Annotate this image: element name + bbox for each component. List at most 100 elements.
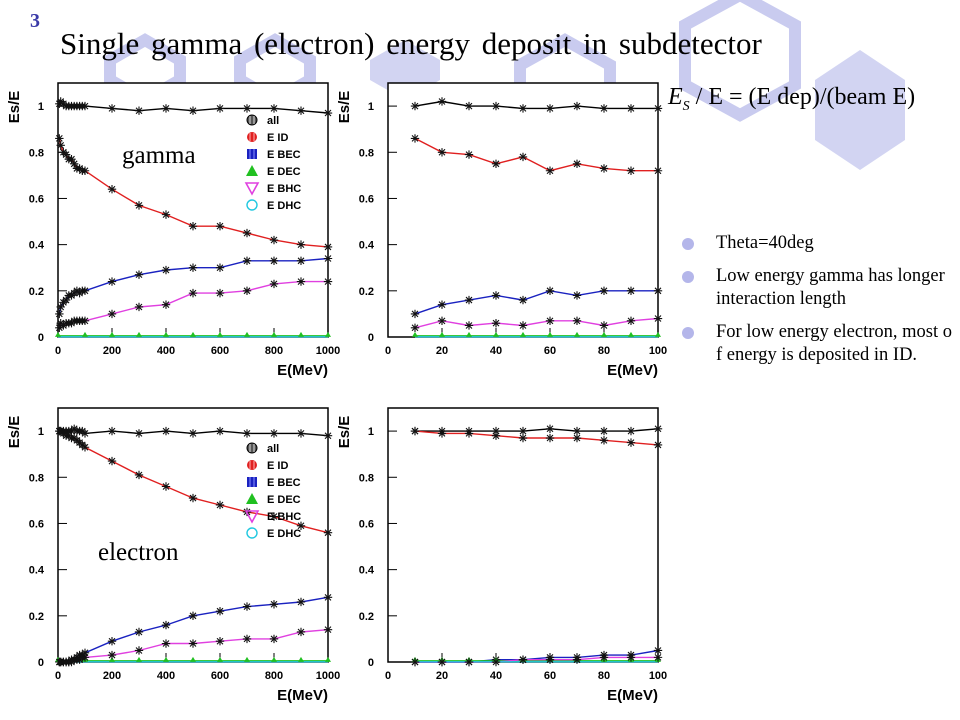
- data-point-e-id: [572, 159, 582, 169]
- x-axis-label: E(MeV): [607, 687, 658, 704]
- data-point-e-bec: [626, 286, 636, 296]
- data-point-e-id: [599, 164, 609, 173]
- y-tick-label: 1: [38, 426, 44, 438]
- data-point-all: [491, 101, 501, 111]
- data-point-e-bec: [107, 277, 117, 286]
- data-point-all: [242, 429, 252, 438]
- y-tick-label: 0.8: [29, 147, 44, 159]
- triangle-down-icon: [244, 182, 260, 196]
- x-tick-label: 0: [385, 345, 391, 357]
- data-point-e-bhc: [188, 288, 198, 298]
- x-tick-label: 40: [490, 670, 502, 682]
- data-point-e-dec: [574, 331, 580, 337]
- y-tick-label: 0.4: [29, 240, 45, 252]
- triangle-up-icon: [246, 493, 258, 504]
- data-point-all: [215, 104, 225, 113]
- data-point-e-bhc: [107, 650, 117, 660]
- formula-subscript: S: [682, 98, 690, 114]
- data-point-all: [323, 108, 333, 118]
- electron-wide-range-chart: 0 0.2 0.4 0.6 0.8 1 0 200 400 600 800 1000 E(MeV) Es/…: [6, 407, 340, 704]
- data-point-e-id: [215, 500, 225, 510]
- data-point-e-bhc: [242, 634, 252, 644]
- data-point-e-bhc: [464, 657, 474, 667]
- data-point-e-bec: [107, 637, 117, 646]
- bullet-item: Theta=40deg: [682, 232, 954, 255]
- data-point-e-bhc: [410, 323, 420, 332]
- data-point-e-dec: [190, 656, 196, 662]
- data-point-e-dec: [655, 331, 661, 337]
- data-point-e-dec: [244, 656, 250, 662]
- legend-item-e-bhc: E BHC: [244, 510, 301, 524]
- data-point-e-bec: [518, 295, 528, 305]
- x-tick-label: 20: [436, 345, 448, 357]
- y-tick-label: 0.2: [29, 286, 44, 298]
- data-point-e-id: [134, 201, 144, 210]
- x-tick-label: 100: [649, 345, 667, 357]
- data-point-e-dec: [520, 331, 526, 337]
- data-point-e-id: [107, 185, 117, 194]
- circle-hatched-icon: [246, 114, 258, 126]
- data-point-e-bec: [269, 600, 279, 609]
- data-point-e-id: [464, 429, 474, 438]
- data-point-e-bhc: [491, 318, 501, 328]
- bullet-item: For low energy electron, most of energy …: [682, 321, 954, 367]
- data-point-e-id: [67, 155, 76, 164]
- x-tick-label: 0: [385, 670, 391, 682]
- y-axis-label: Es/E: [336, 416, 353, 449]
- data-point-e-bec: [545, 286, 555, 296]
- series-line-e-bec: [414, 290, 658, 315]
- data-point-all: [80, 101, 90, 111]
- formula-symbol: E: [668, 84, 683, 110]
- data-point-e-bec: [269, 256, 279, 265]
- x-tick-label: 80: [598, 670, 610, 682]
- data-point-e-id: [545, 166, 555, 175]
- data-point-e-id: [188, 221, 198, 231]
- data-point-e-id: [491, 431, 501, 440]
- data-point-e-bhc: [269, 634, 279, 644]
- data-point-e-bec: [653, 286, 663, 296]
- y-tick-label: 0: [368, 657, 374, 669]
- data-point-e-bec: [55, 309, 64, 319]
- legend-label: E BHC: [267, 183, 301, 195]
- y-tick-label: 0.4: [359, 240, 375, 252]
- data-point-e-bhc: [491, 657, 501, 667]
- y-tick-label: 0: [38, 332, 44, 344]
- data-point-e-bec: [464, 295, 474, 305]
- data-point-e-bhc: [437, 657, 447, 667]
- y-tick-label: 1: [38, 101, 44, 113]
- data-point-e-bhc: [134, 302, 144, 312]
- data-point-e-bhc: [134, 646, 144, 655]
- data-point-e-bhc: [437, 316, 447, 326]
- legend-label: E ID: [267, 132, 288, 144]
- data-point-e-id: [55, 134, 64, 143]
- gamma-wide-range-chart: 0 0.2 0.4 0.6 0.8 1 0 200 400 600 800 1000 E(MeV) Es/…: [6, 82, 340, 379]
- data-point-all: [437, 97, 447, 106]
- y-tick-label: 0.4: [359, 565, 375, 577]
- data-point-e-id: [437, 148, 447, 157]
- data-point-e-id: [572, 433, 582, 443]
- data-point-e-bhc: [626, 316, 636, 326]
- y-tick-label: 1: [368, 426, 374, 438]
- data-point-all: [518, 104, 528, 113]
- y-tick-label: 0.6: [29, 518, 44, 530]
- data-point-e-bhc: [545, 316, 555, 326]
- data-point-e-dec: [601, 331, 607, 337]
- legend-item-e-dec: E DEC: [246, 165, 301, 178]
- legend-item-all: all: [246, 114, 279, 127]
- x-axis-label: E(MeV): [277, 362, 328, 379]
- circle-icon: [247, 460, 257, 470]
- data-point-e-id: [188, 493, 198, 503]
- legend-label: E DEC: [267, 166, 301, 178]
- x-tick-label: 20: [436, 670, 448, 682]
- data-point-e-bec: [296, 256, 306, 265]
- data-point-e-bhc: [572, 655, 582, 664]
- data-point-e-dec: [325, 331, 331, 337]
- y-tick-label: 0.8: [29, 472, 44, 484]
- data-point-e-bhc: [188, 639, 198, 648]
- data-point-e-dec: [55, 331, 61, 337]
- data-point-all: [269, 104, 279, 113]
- data-point-e-bec: [437, 300, 447, 309]
- data-point-e-dec: [412, 331, 418, 337]
- data-point-all: [545, 424, 555, 433]
- data-point-e-bec: [215, 263, 225, 272]
